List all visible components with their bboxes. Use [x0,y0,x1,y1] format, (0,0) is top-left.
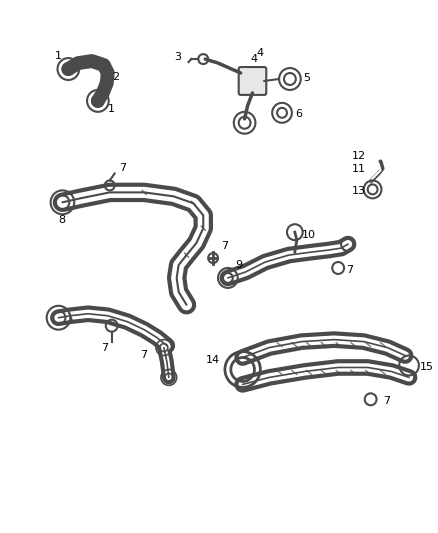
Text: 1: 1 [55,51,62,61]
Text: 4: 4 [251,54,258,64]
Text: 7: 7 [101,343,108,352]
Text: 7: 7 [120,163,127,173]
Text: 7: 7 [221,241,228,251]
Text: 9: 9 [236,260,243,270]
Text: 7: 7 [346,265,353,275]
Text: 2: 2 [112,72,119,82]
Text: 6: 6 [295,109,302,119]
Text: 13: 13 [352,187,366,196]
Text: 7: 7 [383,397,391,406]
Text: 3: 3 [175,52,182,62]
Text: 4: 4 [257,48,264,58]
Text: 8: 8 [59,215,66,225]
Text: 11: 11 [352,164,366,174]
Text: 14: 14 [206,354,220,365]
Text: 12: 12 [352,151,366,160]
Text: 10: 10 [302,230,316,240]
Text: 1: 1 [108,104,115,114]
Text: 7: 7 [140,350,147,360]
Text: 5: 5 [303,73,310,83]
FancyBboxPatch shape [239,67,266,95]
Text: 15: 15 [420,362,434,373]
